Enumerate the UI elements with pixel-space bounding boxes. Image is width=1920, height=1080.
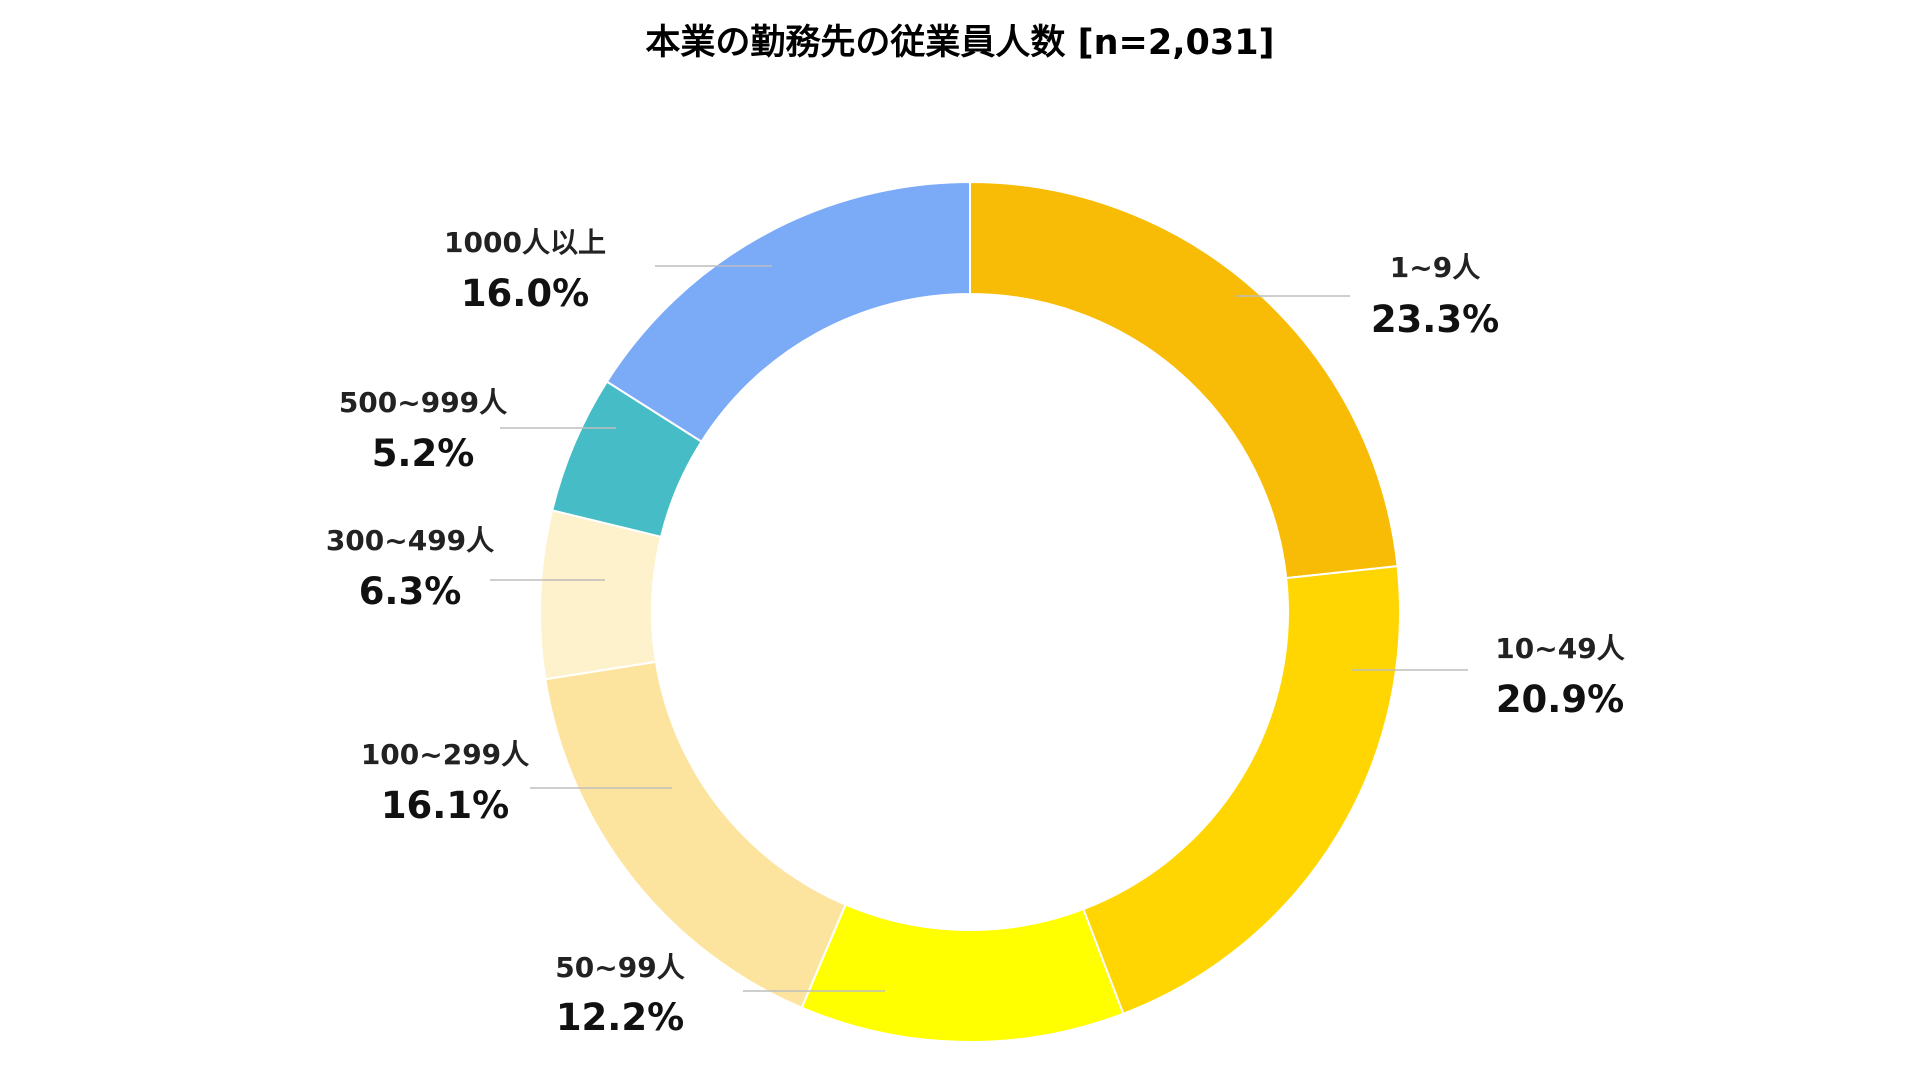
slice-label: 10~49人 [1495, 632, 1624, 665]
slice-value-label: 5.2% [372, 432, 475, 475]
slice-label: 1000人以上 [444, 226, 606, 259]
slice-value-label: 16.0% [461, 272, 589, 315]
slice-label: 500~999人 [339, 386, 507, 419]
slice-label: 300~499人 [326, 524, 494, 557]
slice-label: 50~99人 [555, 951, 684, 984]
slice-value-label: 12.2% [556, 996, 684, 1039]
slice-value-label: 20.9% [1496, 678, 1624, 721]
slice-value-label: 6.3% [359, 570, 462, 613]
donut-slice [969, 180, 1399, 580]
slice-value-label: 23.3% [1371, 298, 1499, 341]
slice-label: 100~299人 [361, 738, 529, 771]
donut-slice [1082, 565, 1401, 1016]
donut-slice [800, 903, 1125, 1043]
chart-title: 本業の勤務先の従業員人数 [n=2,031] [645, 23, 1275, 63]
donut-slice [605, 180, 971, 443]
donut-slice [539, 509, 663, 681]
slice-label: 1~9人 [1390, 251, 1480, 284]
slice-value-label: 16.1% [381, 784, 509, 827]
